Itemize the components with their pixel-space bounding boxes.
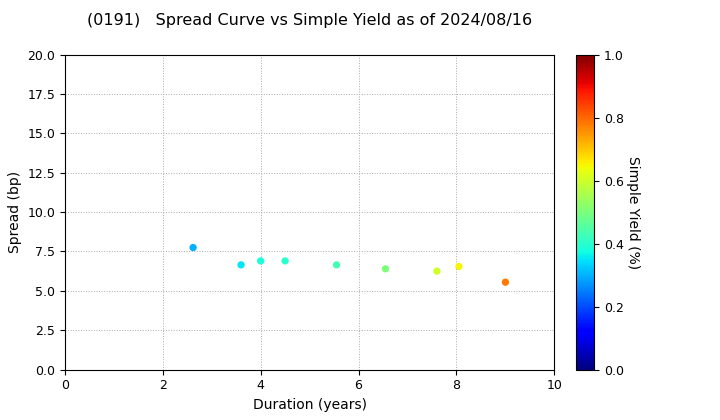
Point — [330, 262, 342, 268]
X-axis label: Duration (years): Duration (years) — [253, 398, 366, 412]
Y-axis label: Simple Yield (%): Simple Yield (%) — [626, 155, 640, 269]
Point — [500, 279, 511, 286]
Point — [453, 263, 464, 270]
Text: (0191)   Spread Curve vs Simple Yield as of 2024/08/16: (0191) Spread Curve vs Simple Yield as o… — [87, 13, 532, 28]
Point — [187, 244, 199, 251]
Point — [431, 268, 443, 275]
Point — [279, 257, 291, 264]
Point — [379, 265, 391, 272]
Point — [255, 257, 266, 264]
Y-axis label: Spread (bp): Spread (bp) — [8, 171, 22, 253]
Point — [235, 262, 247, 268]
